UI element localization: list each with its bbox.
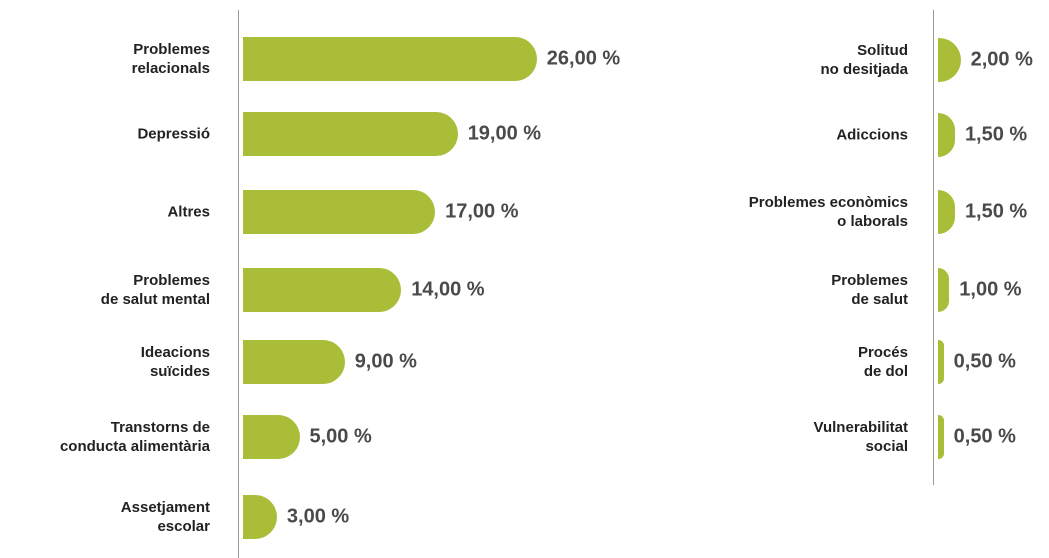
value-label: 1,00 % (959, 278, 1022, 301)
value-label: 9,00 % (354, 350, 417, 373)
bar (243, 268, 402, 312)
value-label: 3,00 % (286, 505, 350, 528)
category-label: Adiccions (836, 126, 908, 144)
bar (938, 415, 944, 459)
bar (938, 113, 955, 157)
category-label: Transtorns de conducta alimentària (59, 419, 210, 455)
bar (243, 495, 277, 539)
value-label: 0,50 % (953, 350, 1016, 373)
value-label: 19,00 % (467, 122, 542, 145)
bar (243, 37, 537, 81)
bar (938, 190, 955, 234)
value-label: 26,00 % (546, 47, 621, 70)
bar (938, 268, 950, 312)
value-label: 0,50 % (953, 425, 1016, 448)
category-label: Problemes de salut mental (100, 272, 210, 308)
category-label: Assetjament escolar (120, 499, 210, 535)
bar (938, 38, 961, 82)
value-label: 17,00 % (445, 200, 519, 223)
bar (938, 340, 944, 384)
category-label: Solitud no desitjada (820, 42, 908, 78)
value-label: 1,50 % (964, 200, 1028, 223)
category-label: Ideacions suïcides (140, 344, 210, 380)
category-label: Altres (167, 203, 210, 221)
category-label: Problemes econòmics o laborals (748, 194, 908, 230)
bar (243, 340, 345, 384)
bar (243, 415, 300, 459)
category-label: Problemes relacionals (131, 41, 210, 77)
value-label: 5,00 % (309, 425, 372, 448)
axis-line (933, 10, 934, 485)
axis-line (238, 10, 239, 558)
category-label: Problemes de salut (831, 272, 908, 308)
bar (243, 112, 458, 156)
category-label: Vulnerabilitat social (813, 419, 908, 455)
category-label: Depressió (137, 125, 210, 143)
value-label: 1,50 % (964, 123, 1028, 146)
category-label: Procés de dol (857, 344, 908, 380)
value-label: 2,00 % (970, 48, 1033, 71)
bar (243, 190, 436, 234)
value-label: 14,00 % (411, 278, 485, 301)
